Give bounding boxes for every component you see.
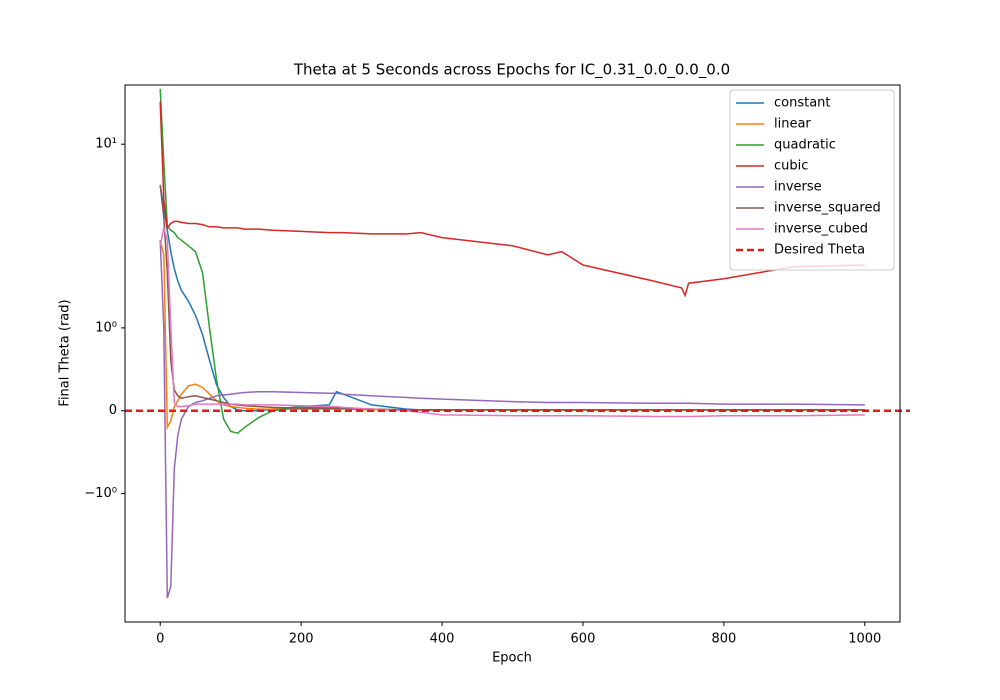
line-series (159, 240, 865, 599)
legend-label: linear (774, 117, 811, 132)
legend-label: Desired Theta (774, 243, 865, 258)
legend-label: quadratic (774, 138, 836, 153)
legend-label: inverse_squared (774, 201, 881, 216)
legend-label: cubic (774, 159, 808, 174)
y-tick-label: 0 (109, 403, 117, 418)
x-tick-label: 400 (430, 632, 455, 647)
x-tick-label: 600 (571, 632, 596, 647)
chart-title: Theta at 5 Seconds across Epochs for IC_… (293, 61, 730, 80)
line-series (159, 227, 865, 418)
x-tick-label: 200 (289, 632, 314, 647)
line-series (159, 101, 865, 298)
legend-box (729, 89, 895, 271)
y-tick-label: 10⁰ (95, 320, 117, 335)
y-axis-label: Final Theta (rad) (58, 299, 73, 406)
x-axis-label: Epoch (492, 651, 532, 666)
legend-label: inverse_cubed (774, 222, 868, 237)
x-tick-label: 800 (711, 632, 736, 647)
plot-frame (124, 84, 901, 623)
legend-label: constant (774, 96, 831, 111)
y-tick-label: −10⁰ (84, 486, 117, 501)
x-tick-label: 0 (156, 632, 164, 647)
x-tick-label: 1000 (848, 632, 881, 647)
legend-label: inverse (774, 180, 822, 195)
y-tick-label: 10¹ (95, 137, 117, 152)
